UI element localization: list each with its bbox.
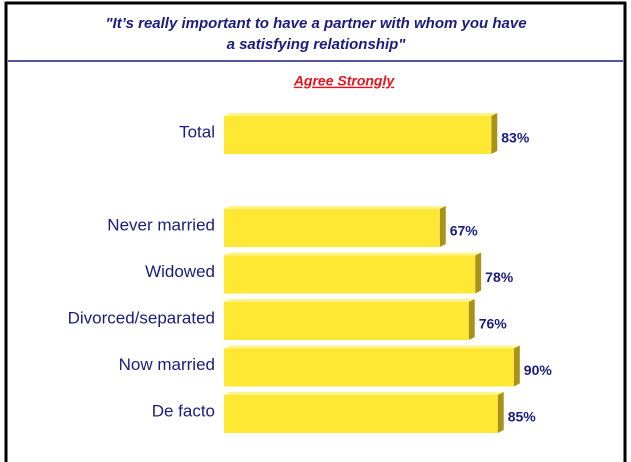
category-label: Never married <box>107 215 215 234</box>
category-label: Divorced/separated <box>68 308 215 327</box>
bar <box>224 302 469 340</box>
bar-side <box>475 252 482 294</box>
subtitle: Agree Strongly <box>293 73 396 89</box>
value-label: 90% <box>524 362 553 378</box>
chart-title: a satisfying relationship" <box>227 36 407 53</box>
bar-side <box>497 392 504 433</box>
bar-top <box>224 345 520 349</box>
bar-side <box>491 113 498 154</box>
value-label: 76% <box>479 316 508 332</box>
bar <box>224 116 492 154</box>
bar-top <box>224 206 446 209</box>
bar <box>224 255 476 294</box>
chart-title: "It’s really important to have a partner… <box>105 15 526 32</box>
category-label: Widowed <box>145 262 215 281</box>
bar-top <box>224 392 504 395</box>
bar-side <box>439 206 446 247</box>
bar <box>224 395 498 433</box>
value-label: 83% <box>501 130 530 146</box>
bar <box>224 209 440 247</box>
bar-top <box>224 113 498 116</box>
value-label: 67% <box>450 223 479 239</box>
value-label: 78% <box>485 269 514 285</box>
bar-top <box>224 252 482 256</box>
category-label: Total <box>179 122 215 141</box>
category-label: Now married <box>119 355 215 374</box>
bar-top <box>224 299 475 302</box>
value-label: 85% <box>508 409 537 425</box>
bar-side <box>513 345 520 387</box>
bar <box>224 348 514 387</box>
category-label: De facto <box>152 401 215 420</box>
bar-side <box>468 299 475 340</box>
